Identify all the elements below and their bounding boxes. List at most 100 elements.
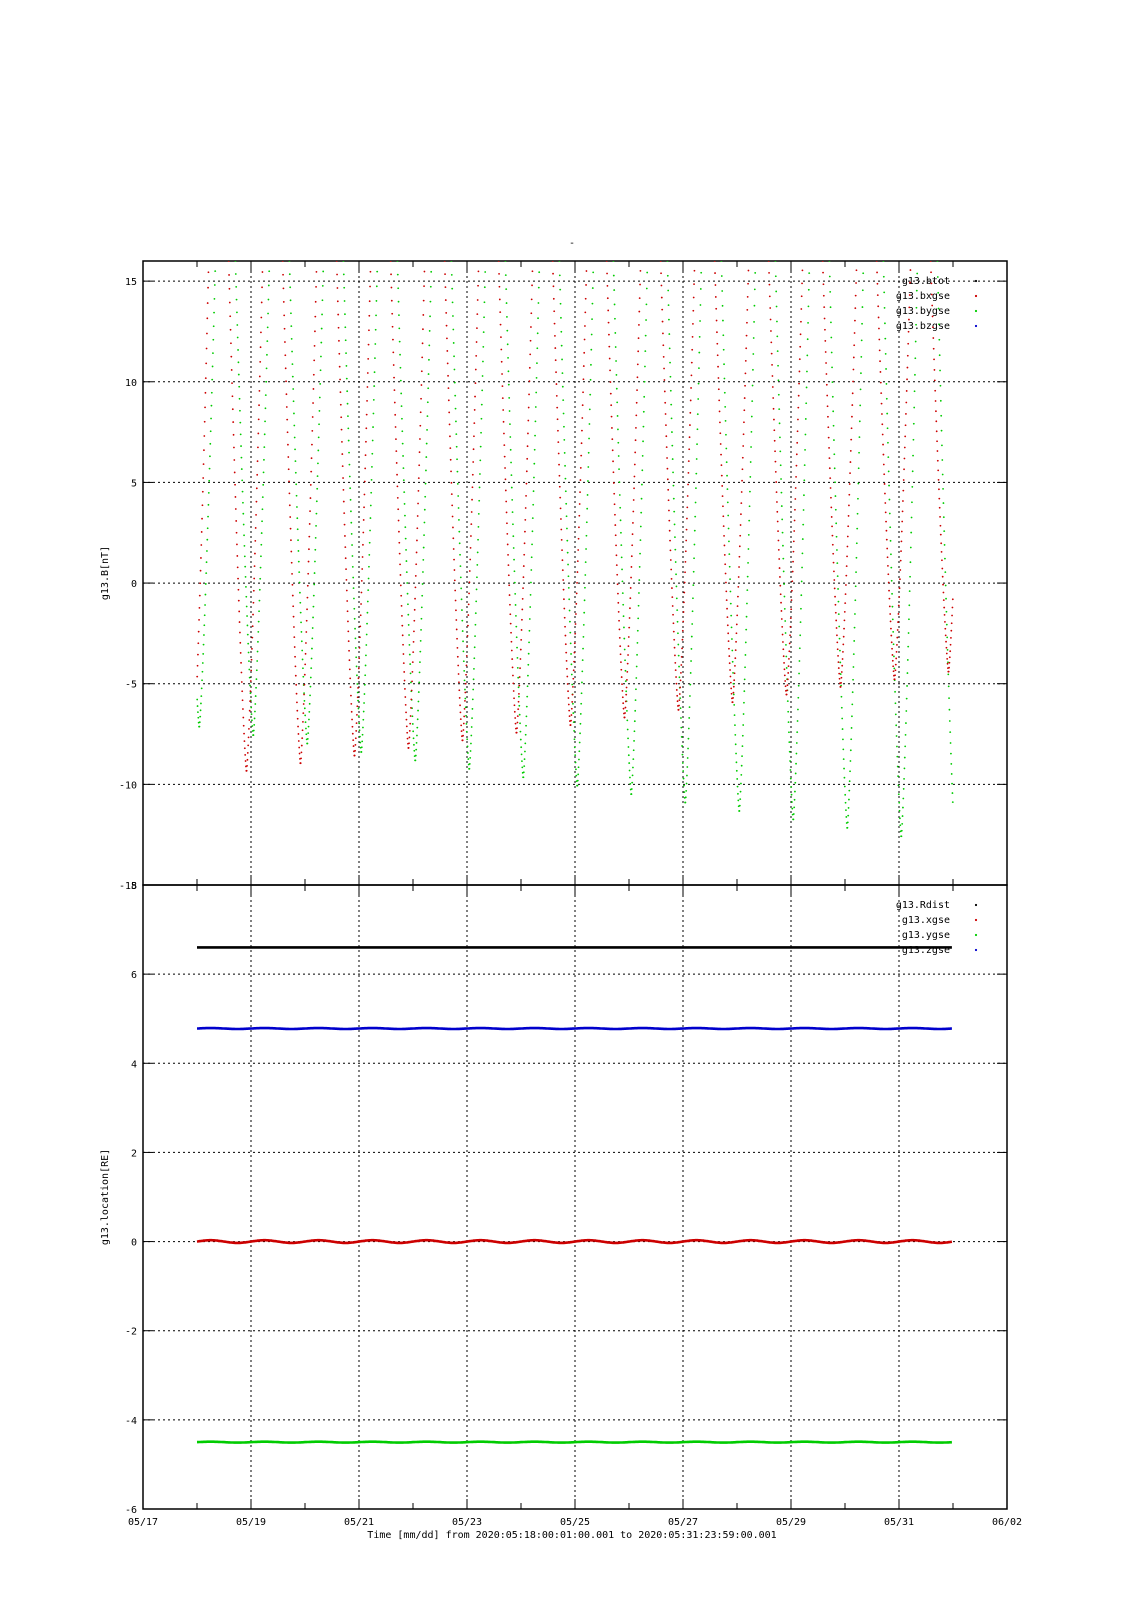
data-point	[342, 477, 344, 479]
data-point	[307, 725, 310, 728]
data-point	[625, 693, 628, 696]
data-point	[671, 458, 674, 460]
data-point	[468, 767, 471, 770]
data-point	[742, 713, 745, 715]
data-point	[771, 375, 774, 377]
data-point	[631, 544, 634, 547]
data-point	[898, 809, 901, 812]
data-point	[851, 703, 854, 706]
data-point	[615, 387, 618, 390]
data-point	[848, 483, 851, 485]
data-point	[234, 508, 237, 510]
data-point	[661, 308, 664, 311]
data-point	[243, 740, 246, 743]
data-point	[557, 441, 560, 444]
data-point	[684, 550, 687, 553]
data-point	[529, 353, 532, 356]
data-point	[855, 571, 857, 574]
data-point	[859, 388, 862, 391]
data-point	[202, 643, 205, 646]
data-point	[405, 725, 408, 728]
data-point	[616, 573, 619, 576]
data-point	[415, 741, 418, 744]
data-point	[716, 354, 719, 357]
data-point	[518, 676, 521, 678]
data-point	[612, 460, 614, 463]
data-point	[470, 742, 472, 745]
data-point	[409, 715, 412, 717]
data-point	[231, 382, 233, 385]
data-point	[842, 738, 844, 741]
data-point	[580, 454, 583, 457]
data-point	[243, 544, 246, 547]
data-point	[555, 383, 558, 385]
data-point	[899, 559, 902, 562]
data-point	[561, 372, 564, 375]
data-point	[368, 314, 371, 317]
data-point	[366, 600, 369, 603]
data-point	[500, 360, 503, 363]
data-point	[505, 302, 508, 304]
data-point	[507, 383, 510, 386]
data-point	[944, 627, 947, 630]
data-point	[400, 604, 403, 607]
data-point	[201, 504, 204, 507]
data-point	[314, 560, 316, 563]
data-point	[242, 708, 244, 710]
data-point	[796, 441, 799, 444]
data-point	[573, 642, 576, 645]
data-point	[627, 636, 630, 638]
data-point	[352, 587, 355, 589]
data-point	[659, 261, 662, 262]
data-point	[198, 725, 201, 728]
data-point	[504, 478, 507, 481]
data-point	[667, 289, 670, 292]
data-point	[357, 699, 359, 702]
data-point	[416, 539, 418, 542]
data-point	[894, 702, 897, 705]
data-point	[345, 365, 348, 367]
data-point	[579, 467, 582, 469]
data-point	[723, 534, 725, 537]
data-point	[559, 507, 562, 510]
data-point	[619, 506, 622, 509]
data-point	[398, 340, 401, 343]
data-point	[310, 470, 313, 473]
data-point	[294, 448, 296, 451]
data-point	[412, 640, 415, 643]
data-point	[455, 628, 458, 631]
data-point	[560, 316, 562, 319]
data-point	[631, 533, 634, 536]
data-point	[418, 451, 421, 454]
data-point	[792, 813, 795, 815]
data-point	[572, 685, 574, 688]
data-point	[253, 717, 256, 720]
data-point	[511, 511, 514, 514]
data-point	[624, 680, 627, 683]
data-point	[355, 656, 358, 659]
data-point	[944, 584, 947, 587]
data-point	[584, 297, 587, 300]
data-point	[615, 544, 617, 547]
data-point	[752, 368, 754, 371]
data-point	[773, 439, 776, 442]
data-point	[484, 271, 487, 273]
field-series-points	[196, 261, 954, 838]
data-point	[743, 701, 745, 704]
data-point	[300, 640, 303, 643]
data-point	[318, 396, 321, 399]
plot-frame	[142, 884, 1008, 1510]
data-point	[308, 523, 311, 525]
data-point	[625, 690, 628, 693]
data-point	[576, 560, 579, 563]
data-point	[463, 669, 466, 672]
data-point	[572, 677, 575, 680]
data-point	[733, 714, 736, 717]
data-point	[559, 496, 562, 499]
data-point	[394, 413, 397, 416]
data-point	[458, 697, 461, 699]
data-point	[627, 645, 630, 648]
data-point	[590, 348, 593, 351]
data-point	[808, 272, 811, 275]
data-point	[938, 488, 940, 491]
